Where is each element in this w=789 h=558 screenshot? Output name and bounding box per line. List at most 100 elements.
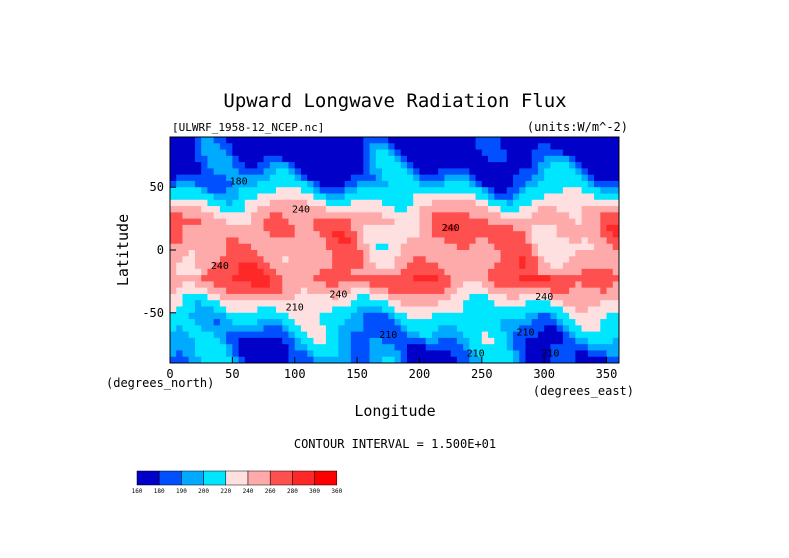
field-cell: [226, 281, 233, 289]
field-cell: [269, 224, 277, 232]
field-cell: [488, 143, 495, 151]
field-cell: [488, 206, 495, 213]
field-cell: [537, 293, 545, 301]
field-cell: [182, 350, 190, 358]
field-cell: [294, 287, 302, 295]
field-cell: [431, 174, 439, 182]
field-cell: [300, 293, 308, 301]
field-cell: [338, 168, 346, 176]
field-cell: [176, 180, 184, 188]
field-cell: [388, 162, 396, 169]
field-cell: [369, 206, 377, 213]
field-cell: [500, 262, 508, 270]
field-cell: [463, 275, 470, 282]
field-cell: [288, 337, 296, 345]
field-cell: [506, 275, 514, 282]
field-cell: [319, 319, 327, 326]
field-cell: [257, 268, 265, 276]
field-cell: [488, 137, 495, 144]
field-cell: [332, 256, 339, 264]
field-cell: [406, 193, 414, 201]
field-cell: [400, 199, 408, 207]
field-cell: [332, 137, 339, 144]
field-cell: [556, 187, 564, 195]
field-cell: [587, 268, 595, 276]
field-cell: [325, 149, 333, 157]
field-cell: [575, 199, 583, 207]
field-cell: [581, 287, 589, 295]
field-cell: [244, 180, 252, 188]
field-cell: [537, 224, 545, 232]
field-cell: [244, 155, 252, 163]
field-cell: [232, 312, 240, 320]
field-cell: [344, 212, 352, 220]
field-cell: [244, 268, 252, 276]
field-cell: [400, 287, 408, 295]
field-cell: [276, 206, 283, 213]
field-cell: [506, 149, 514, 157]
field-cell: [375, 137, 383, 144]
field-cell: [188, 174, 196, 182]
field-cell: [269, 237, 277, 245]
field-cell: [344, 137, 352, 144]
field-cell: [332, 180, 339, 188]
field-cell: [207, 193, 215, 201]
field-cell: [413, 193, 421, 201]
field-cell: [213, 268, 221, 276]
field-cell: [587, 174, 595, 182]
field-cell: [594, 155, 601, 163]
field-cell: [506, 287, 514, 295]
field-cell: [213, 155, 221, 163]
field-cell: [519, 312, 527, 320]
field-cell: [226, 262, 233, 270]
field-cell: [612, 256, 619, 264]
field-cell: [269, 180, 277, 188]
field-cell: [438, 287, 445, 295]
field-cell: [219, 262, 227, 270]
field-cell: [544, 231, 552, 239]
field-cell: [319, 325, 327, 333]
field-cell: [263, 162, 271, 169]
field-cell: [338, 237, 346, 245]
field-cell: [594, 337, 601, 345]
field-cell: [600, 237, 608, 245]
field-cell: [562, 287, 570, 295]
field-cell: [276, 350, 283, 358]
field-cell: [444, 275, 452, 282]
field-cell: [300, 300, 308, 308]
field-cell: [575, 155, 583, 163]
field-cell: [606, 331, 614, 339]
field-cell: [494, 174, 502, 182]
field-cell: [475, 356, 483, 363]
field-cell: [612, 212, 619, 220]
field-cell: [456, 187, 464, 195]
field-cell: [350, 199, 358, 207]
field-cell: [338, 325, 346, 333]
field-cell: [382, 237, 389, 245]
field-cell: [488, 344, 495, 352]
field-cell: [194, 356, 202, 363]
field-cell: [319, 256, 327, 264]
field-cell: [406, 281, 414, 289]
field-cell: [219, 187, 227, 195]
field-cell: [500, 344, 508, 352]
field-cell: [463, 155, 470, 163]
field-cell: [388, 212, 396, 220]
field-cell: [232, 356, 240, 363]
field-cell: [194, 325, 202, 333]
field-cell: [307, 356, 315, 363]
field-cell: [307, 224, 315, 232]
field-cell: [219, 287, 227, 295]
field-cell: [226, 162, 233, 169]
field-cell: [276, 174, 283, 182]
field-cell: [219, 174, 227, 182]
field-cell: [537, 331, 545, 339]
field-cell: [194, 168, 202, 176]
field-cell: [444, 155, 452, 163]
field-cell: [232, 137, 240, 144]
field-cell: [519, 206, 527, 213]
field-cell: [537, 325, 545, 333]
field-cell: [170, 293, 177, 301]
field-cell: [338, 281, 346, 289]
